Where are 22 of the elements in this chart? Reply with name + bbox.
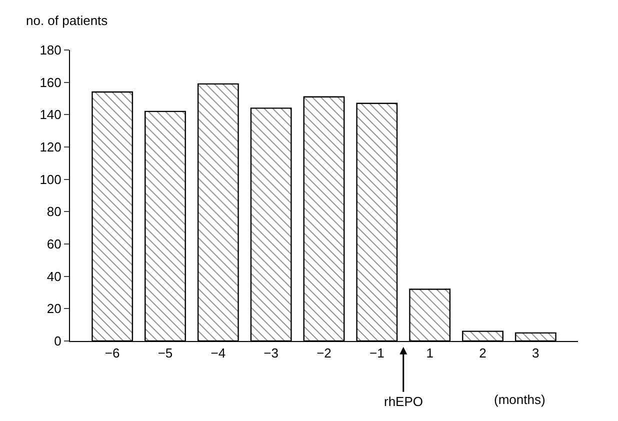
x-tick-label: 1 [426, 346, 434, 361]
y-tick-label: 80 [46, 204, 62, 220]
x-tick-label: −5 [158, 346, 173, 361]
y-tick-label: 180 [40, 42, 62, 58]
x-tick-label: −1 [370, 346, 384, 361]
x-tick-label: 2 [479, 346, 486, 361]
x-tick-label: −3 [264, 346, 278, 361]
y-tick-label: 100 [40, 172, 62, 187]
x-tick-label: −6 [104, 346, 120, 361]
x-tick-label: 3 [532, 346, 540, 361]
text: rhEPO [384, 394, 424, 409]
y-tick-label: 20 [46, 301, 62, 316]
y-tick-label: 160 [40, 74, 62, 90]
x-tick-label: −2 [316, 346, 332, 361]
y-tick-label: 0 [54, 334, 62, 349]
y-tick-label: 40 [46, 268, 62, 284]
y-tick-label: 120 [40, 140, 62, 155]
y-tick-label: 140 [40, 107, 62, 122]
y-axis-title: no. of patients [26, 13, 108, 28]
x-axis-title: (months) [494, 392, 546, 407]
x-tick-label: −4 [210, 346, 226, 361]
y-tick-label: 60 [46, 236, 62, 252]
